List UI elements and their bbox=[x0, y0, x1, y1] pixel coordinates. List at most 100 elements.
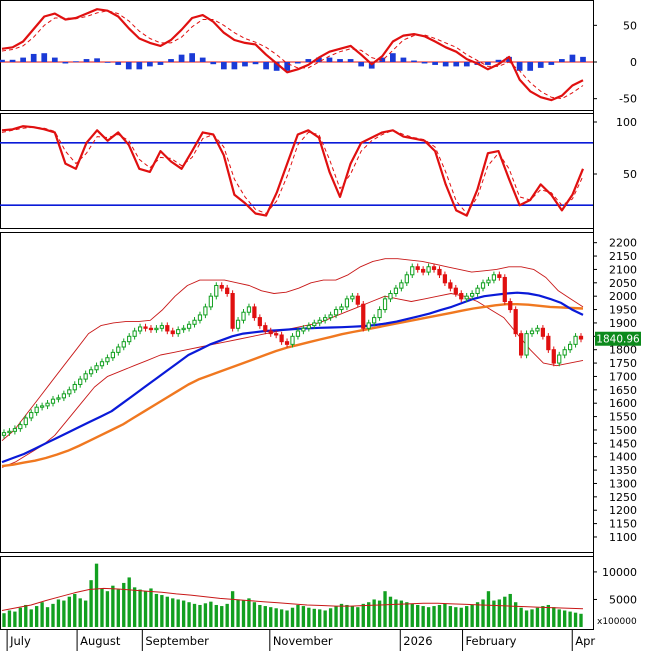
volume-bar bbox=[285, 610, 289, 627]
ytick-label: 50 bbox=[623, 168, 637, 181]
ytick-label: 2100 bbox=[609, 263, 637, 276]
ytick-label: 1350 bbox=[609, 464, 637, 477]
volume-bar bbox=[448, 606, 453, 627]
x-tick-label: November bbox=[273, 634, 333, 648]
macd-histogram-bar bbox=[316, 57, 322, 62]
macd-histogram-bar bbox=[379, 57, 386, 62]
volume-bar bbox=[45, 607, 50, 627]
macd-histogram-bar bbox=[305, 59, 312, 62]
candle-body bbox=[551, 349, 556, 364]
ytick-label: 1750 bbox=[609, 357, 637, 370]
macd-histogram-bar bbox=[210, 62, 217, 65]
macd-histogram-bar bbox=[537, 62, 544, 68]
stochastic-panel bbox=[0, 125, 593, 217]
candle-body bbox=[475, 287, 480, 295]
ytick-label: 1200 bbox=[609, 504, 637, 517]
macd-histogram-bar bbox=[506, 56, 512, 62]
candle-body bbox=[78, 378, 83, 385]
x-tick-label: 2026 bbox=[403, 634, 432, 648]
candle-body bbox=[67, 389, 72, 395]
candle-body bbox=[18, 424, 23, 430]
volume-bar bbox=[568, 611, 572, 627]
volume-bar bbox=[252, 602, 257, 627]
ytick-label: 1250 bbox=[609, 491, 637, 504]
macd-histogram-bar bbox=[400, 57, 407, 62]
candle-body bbox=[241, 311, 246, 321]
candle-body bbox=[519, 333, 524, 356]
ytick-label: 2150 bbox=[609, 250, 637, 263]
candle-body bbox=[437, 268, 442, 276]
macd-histogram-bar bbox=[516, 62, 523, 71]
volume-bar bbox=[356, 607, 360, 627]
candle-body bbox=[459, 293, 464, 300]
macd-histogram-bar bbox=[168, 59, 174, 62]
ytick-label: 1800 bbox=[609, 344, 637, 357]
macd-histogram-bar bbox=[252, 62, 259, 65]
candle-body bbox=[540, 327, 546, 337]
macd-histogram-bar bbox=[463, 62, 470, 67]
ytick-label: 1550 bbox=[609, 411, 637, 424]
candle-body bbox=[421, 268, 426, 273]
volume-bar bbox=[7, 610, 12, 627]
volume-bar bbox=[209, 601, 213, 627]
x-axis: July August September November 2026 February A… bbox=[0, 629, 595, 651]
candle-body bbox=[99, 361, 105, 367]
volume-bar bbox=[274, 608, 278, 627]
candle-body bbox=[203, 306, 208, 316]
ytick-label: -50 bbox=[619, 93, 637, 106]
candle-body bbox=[39, 405, 45, 408]
candle-body bbox=[154, 327, 159, 331]
candle-body bbox=[431, 266, 437, 270]
x-tick-label: Apr bbox=[575, 634, 595, 648]
candle-body bbox=[486, 279, 491, 284]
volume-bar bbox=[187, 602, 191, 627]
candle-body bbox=[274, 333, 279, 336]
volume-bar bbox=[470, 604, 474, 627]
candle-body bbox=[426, 266, 431, 273]
volume-bar bbox=[78, 598, 82, 627]
panel-frame-price bbox=[0, 232, 594, 553]
candle-body bbox=[480, 282, 486, 289]
candle-body bbox=[513, 309, 518, 335]
volume-bar bbox=[241, 600, 246, 627]
candle-body bbox=[448, 282, 453, 289]
candle-body bbox=[197, 314, 203, 321]
ytick-label: 2200 bbox=[609, 237, 637, 250]
volume-bar bbox=[290, 607, 295, 627]
macd-histogram-bar bbox=[199, 57, 206, 62]
price-panel bbox=[1, 258, 584, 468]
candle-body bbox=[263, 325, 268, 332]
volume-bar bbox=[230, 591, 235, 627]
volume-unit-label: x100000 bbox=[597, 617, 637, 627]
ytick-label: 2050 bbox=[609, 277, 637, 290]
candle-body bbox=[72, 383, 77, 391]
volume-bar bbox=[546, 604, 551, 627]
candle-body bbox=[246, 306, 252, 313]
volume-bar bbox=[535, 607, 540, 627]
last-price-label: 1840.96 bbox=[596, 334, 640, 346]
candle-body bbox=[524, 333, 529, 356]
macd-histogram-bar bbox=[41, 53, 48, 62]
candle-body bbox=[410, 266, 415, 276]
volume-bar bbox=[13, 611, 17, 627]
volume-bar bbox=[541, 606, 545, 627]
ytick-label: 5000 bbox=[609, 593, 637, 606]
panel-frame-stoch bbox=[0, 113, 594, 229]
volume-bar bbox=[154, 593, 159, 627]
candle-body bbox=[1, 432, 7, 436]
volume-bar bbox=[552, 607, 556, 627]
ytick-label: 1150 bbox=[609, 518, 637, 531]
candle-body bbox=[491, 274, 497, 281]
volume-bar bbox=[62, 600, 66, 627]
candle-body bbox=[12, 428, 18, 432]
ytick-label: 100 bbox=[616, 116, 637, 129]
volume-bar bbox=[367, 602, 371, 627]
candle-body bbox=[366, 322, 371, 329]
candle-body bbox=[279, 334, 284, 343]
candle-body bbox=[404, 274, 409, 284]
candle-body bbox=[170, 330, 175, 335]
volume-panel bbox=[1, 563, 584, 627]
macd-histogram-bar bbox=[242, 62, 248, 67]
